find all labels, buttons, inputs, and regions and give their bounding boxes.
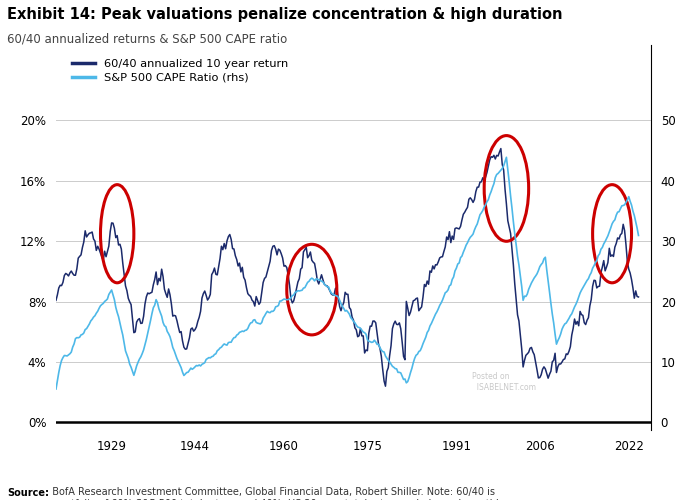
Text: Exhibit 14: Peak valuations penalize concentration & high duration: Exhibit 14: Peak valuations penalize con…	[7, 8, 563, 22]
Text: Source:: Source:	[7, 488, 49, 498]
Text: BofA Research Investment Committee, Global Financial Data, Robert Shiller. Note:: BofA Research Investment Committee, Glob…	[46, 488, 505, 500]
Text: Posted on
  ISABELNET.com: Posted on ISABELNET.com	[473, 372, 536, 392]
Text: 60/40 annualized returns & S&P 500 CAPE ratio: 60/40 annualized returns & S&P 500 CAPE …	[7, 32, 287, 46]
Legend: 60/40 annualized 10 year return, S&P 500 CAPE Ratio (rhs): 60/40 annualized 10 year return, S&P 500…	[68, 54, 293, 87]
